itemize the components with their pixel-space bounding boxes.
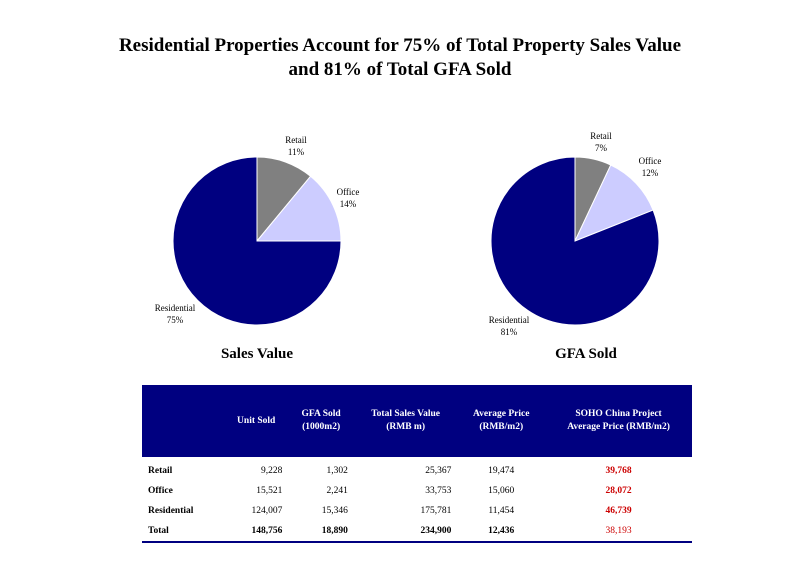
header-average-price: Average Price (RMB/m2) [457, 385, 546, 457]
cell-total-sales: 25,367 [425, 466, 452, 476]
table-row: Retail 9,228 1,302 25,367 19,474 39,768 [142, 457, 692, 481]
cell-average-price: 19,474 [488, 466, 515, 476]
table-row: Residential 124,007 15,346 175,781 11,45… [142, 501, 692, 521]
cell-soho-price: 28,072 [605, 486, 632, 496]
pie-charts [172, 156, 660, 326]
row-label: Retail [148, 466, 173, 476]
sales-retail-label: Retail 11% [285, 135, 307, 157]
cell-unit-sold: 124,007 [251, 506, 283, 516]
title-line-1: Residential Properties Account for 75% o… [118, 35, 682, 56]
table-row-total: Total 148,756 18,890 234,900 12,436 38,1… [142, 521, 692, 543]
gfa-office-label: Office 12% [638, 156, 662, 178]
pie-slice-office [255, 175, 342, 242]
gfa-retail-label: Retail 7% [590, 131, 612, 153]
row-label: Residential [148, 506, 194, 516]
header-soho-price: SOHO China Project Average Price (RMB/m2… [545, 385, 692, 457]
table-row: Office 15,521 2,241 33,753 15,060 28,072 [142, 481, 692, 501]
cell-gfa-sold: 2,241 [326, 486, 348, 496]
page-title: Residential Properties Account for 75% o… [0, 34, 800, 82]
gfa-sold-caption: GFA Sold [555, 346, 617, 362]
row-label: Office [148, 486, 173, 496]
sales-table: Unit Sold GFA Sold (1000m2) Total Sales … [142, 385, 692, 543]
sales-value-pie [172, 156, 342, 326]
cell-gfa-sold: 15,346 [321, 506, 348, 516]
row-label: Total [142, 521, 224, 543]
title-line-2: and 81% of Total GFA Sold [288, 59, 512, 80]
cell-average-price: 11,454 [488, 506, 515, 516]
header-unit-sold: Unit Sold [224, 385, 289, 457]
pie-slice-residential [172, 156, 342, 326]
pie-slice-residential [490, 156, 660, 326]
cell-total-sales: 33,753 [425, 486, 452, 496]
header-blank [142, 385, 224, 457]
sales-office-label: Office 14% [336, 187, 360, 209]
cell-total-sales: 175,781 [420, 506, 452, 516]
header-total-sales: Total Sales Value (RMB m) [353, 385, 458, 457]
header-gfa-sold-text: GFA Sold (1000m2) [301, 409, 341, 432]
cell-average-price: 12,436 [457, 521, 546, 543]
pie-slice-office [574, 164, 654, 242]
cell-average-price: 15,060 [488, 486, 515, 496]
sales-residential-label: Residential 75% [154, 303, 196, 325]
cell-gfa-sold: 18,890 [288, 521, 354, 543]
sales-value-caption: Sales Value [220, 346, 294, 362]
gfa-sold-pie [490, 156, 660, 326]
gfa-residential-label: Residential 81% [488, 315, 530, 337]
cell-unit-sold: 15,521 [256, 486, 283, 496]
cell-soho-price: 38,193 [545, 521, 692, 543]
cell-unit-sold: 9,228 [261, 466, 283, 476]
cell-gfa-sold: 1,302 [326, 466, 348, 476]
header-gfa-sold: GFA Sold (1000m2) [288, 385, 354, 457]
cell-soho-price: 39,768 [605, 466, 632, 476]
cell-total-sales: 234,900 [353, 521, 458, 543]
cell-soho-price: 46,739 [605, 506, 632, 516]
cell-unit-sold: 148,756 [224, 521, 289, 543]
table-header-row: Unit Sold GFA Sold (1000m2) Total Sales … [142, 385, 692, 457]
